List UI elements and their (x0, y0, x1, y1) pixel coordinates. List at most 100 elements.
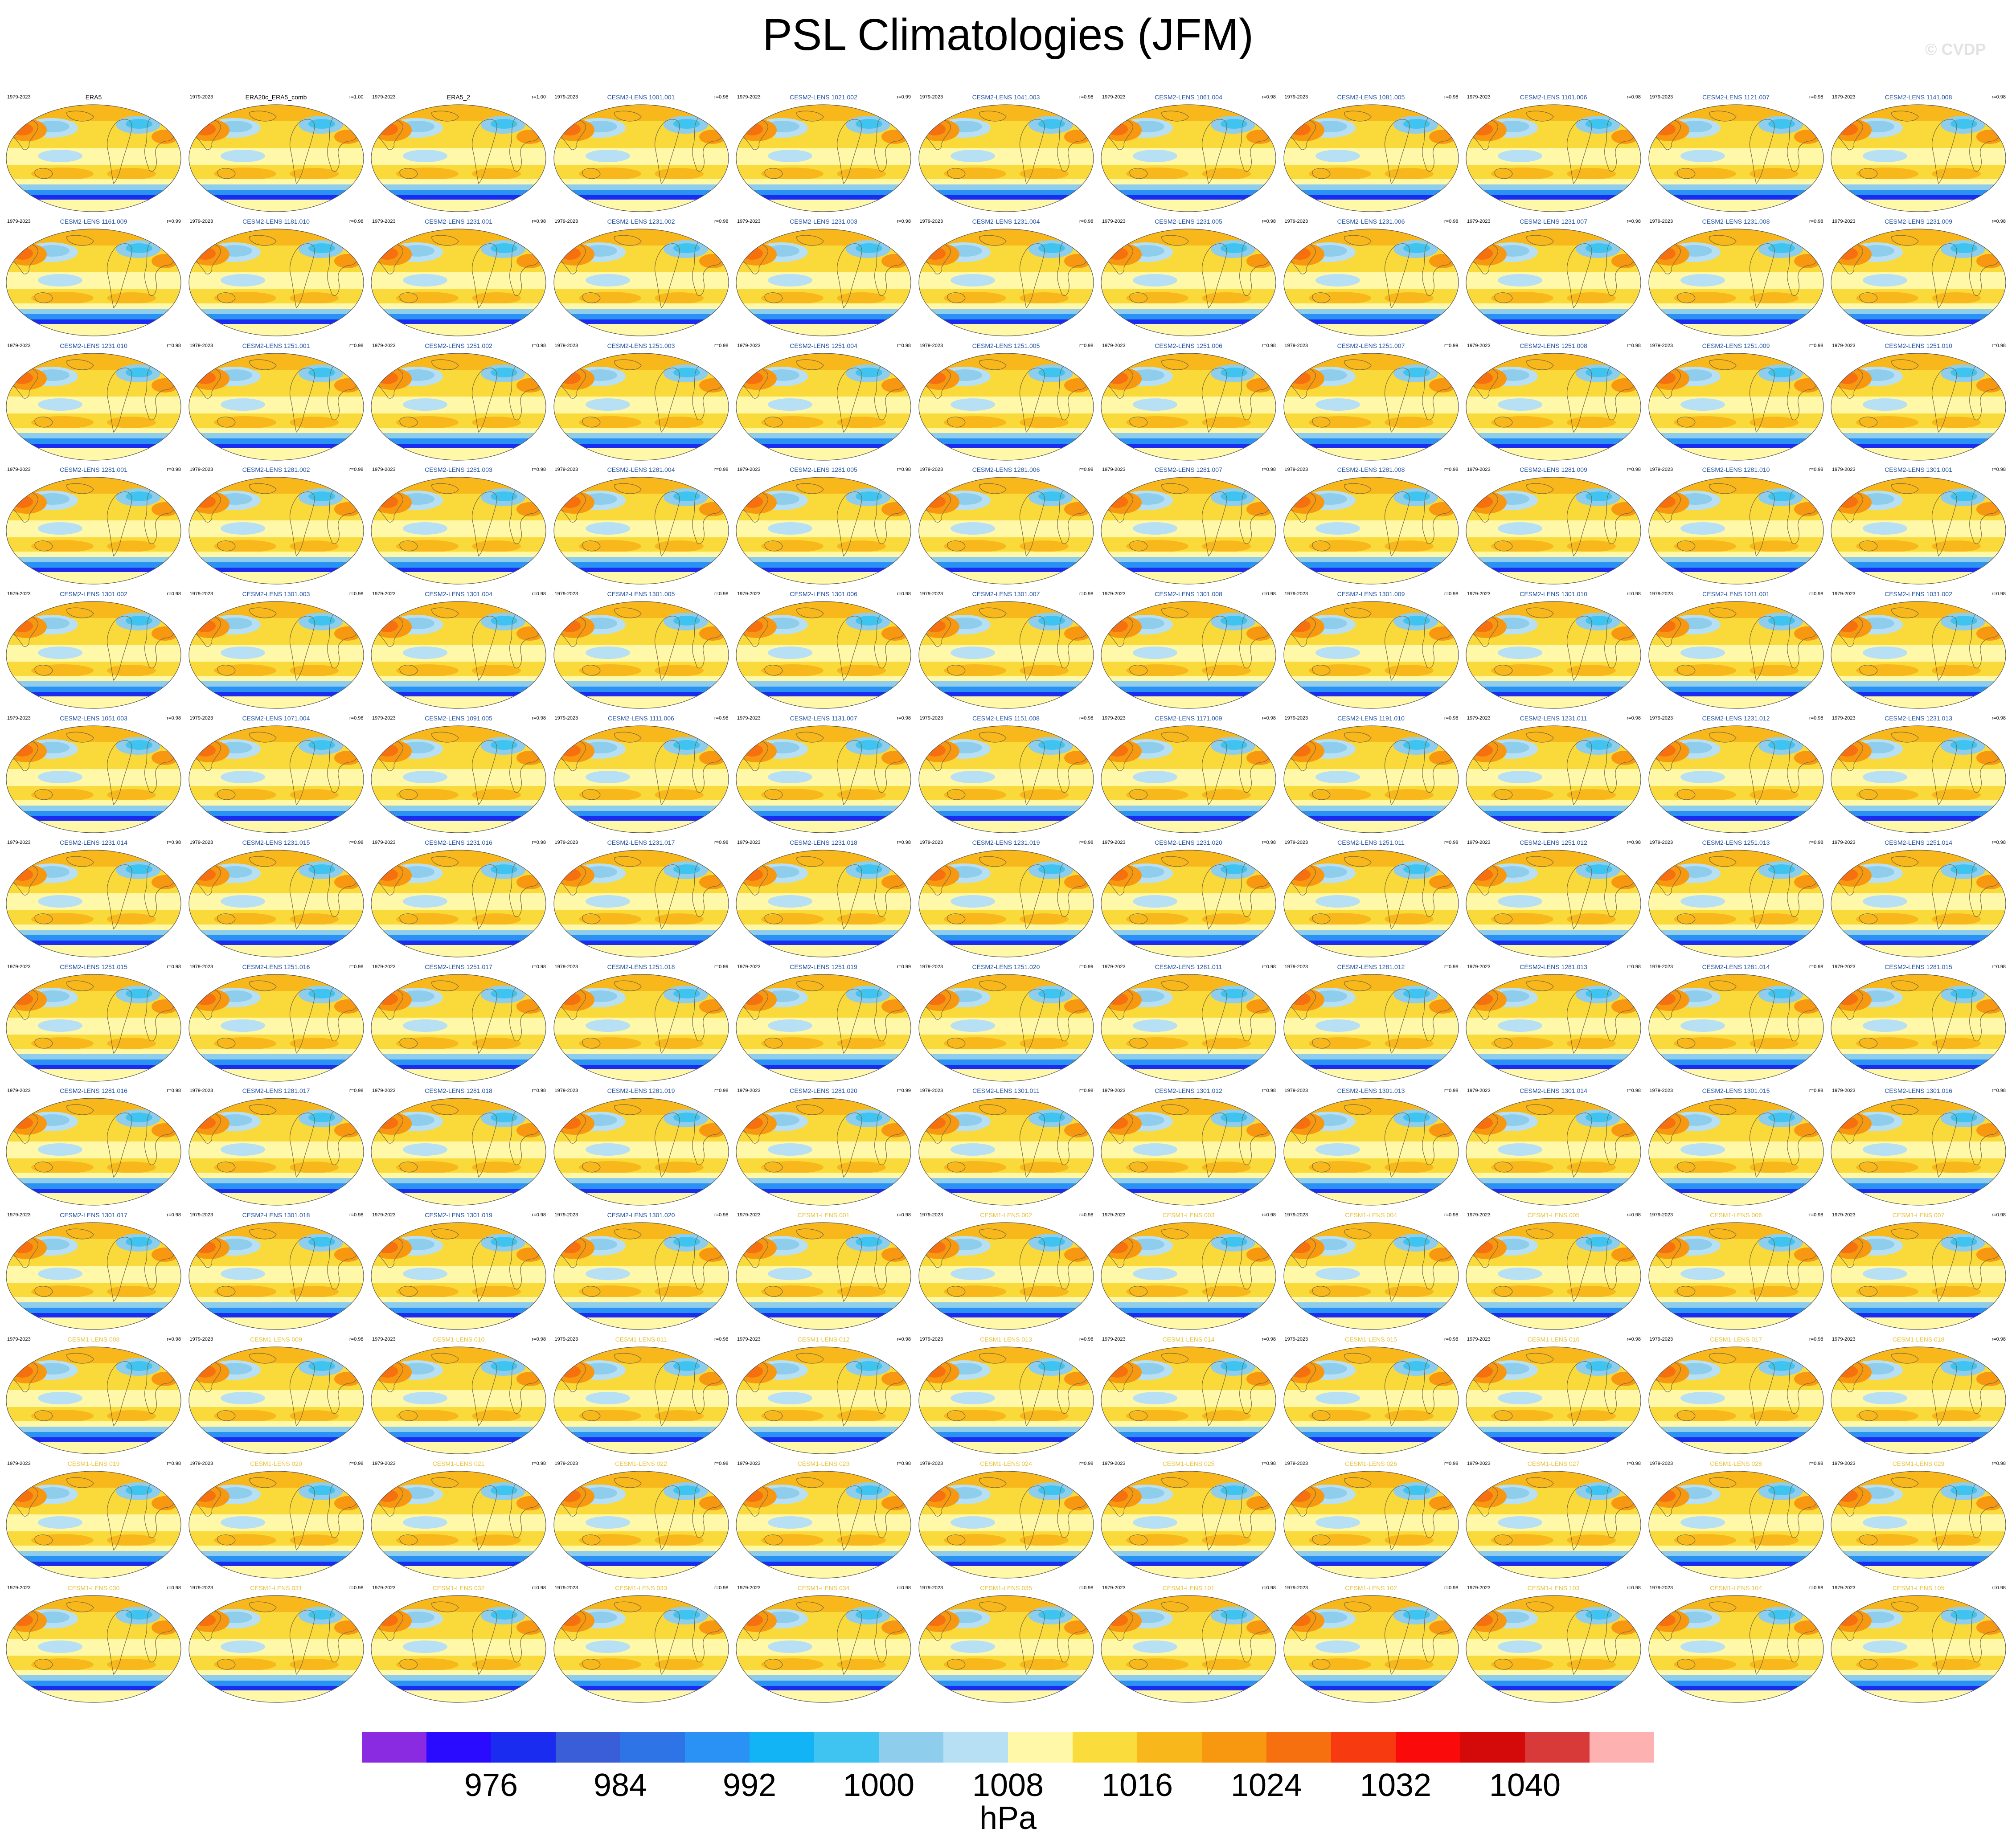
icelandic-low-core (1038, 1485, 1065, 1495)
map-frame (1283, 229, 1459, 336)
americas-outline (1384, 1361, 1410, 1427)
panel-period: 1979-2023 (1467, 1337, 1491, 1342)
panel-title: CESM1-LENS 034 (797, 1584, 850, 1591)
map-panel-57: 1979-2023 CESM2-LENS 1091.005 r=0.98 (369, 714, 548, 834)
south-pacific-high (578, 1037, 641, 1050)
south-atlantic-high (1749, 168, 1799, 180)
maritime-low (585, 1640, 630, 1653)
southern-mid-band (371, 800, 546, 806)
panel-correlation: r=0.98 (532, 964, 546, 970)
map-frame (1466, 352, 1641, 461)
asian-high-east (1611, 1248, 1638, 1262)
south-pacific-high (761, 912, 824, 925)
map-panel-97: 1979-2023 CESM2-LENS 1301.015 r=0.98 (1647, 1086, 1825, 1207)
americas-outline (289, 740, 315, 806)
antarctic-band (1101, 572, 1276, 585)
antarctic-band (1283, 821, 1459, 833)
icelandic-low-core (1768, 367, 1795, 377)
panel-period: 1979-2023 (737, 591, 761, 597)
australia-outline (582, 789, 601, 800)
southern-trough-1 (1283, 1550, 1459, 1556)
icelandic-low-core (1586, 367, 1612, 377)
map-frame (1466, 601, 1641, 709)
southern-trough-2 (918, 1183, 1094, 1189)
panel-title: CESM2-LENS 1231.012 (1702, 715, 1770, 722)
map-frame (1101, 352, 1276, 461)
americas-outline (472, 1361, 497, 1427)
panel-correlation: r=0.98 (167, 1088, 181, 1094)
south-atlantic-high (1749, 416, 1799, 428)
americas-outline (1019, 988, 1045, 1054)
psl-map (1831, 725, 2006, 833)
map-frame (1831, 1471, 2006, 1579)
polar-band-north (371, 1098, 546, 1115)
southern-trough-1 (736, 433, 911, 438)
asian-high-east (1976, 378, 2003, 393)
psl-map (1466, 352, 1641, 461)
south-atlantic-high (289, 1658, 339, 1670)
southern-trough-2 (6, 1183, 181, 1189)
southern-trough-1 (188, 1675, 364, 1681)
panel-title: CESM1-LENS 028 (1710, 1460, 1762, 1467)
map-panel-137: 1979-2023 CESM1-LENS 035 r=0.98 (917, 1583, 1095, 1704)
map-frame (371, 850, 546, 957)
south-atlantic-high (1384, 1410, 1434, 1422)
south-pacific-high (1491, 416, 1553, 429)
southern-mid-band (553, 1048, 729, 1054)
panel-period: 1979-2023 (1102, 1337, 1126, 1342)
australia-outline (582, 1286, 601, 1297)
equatorial-band (6, 1514, 181, 1531)
map-panel-33: 1979-2023 CESM2-LENS 1281.001 r=0.98 (4, 465, 183, 585)
south-atlantic-high (289, 292, 339, 304)
southern-trough-1 (6, 1054, 181, 1060)
greenland-outline (249, 732, 277, 743)
greenland-outline (431, 235, 459, 246)
antarctic-band (6, 1566, 181, 1578)
southern-trough-3 (1466, 1561, 1641, 1566)
southern-trough-3 (1648, 1561, 1823, 1566)
americas-outline (1019, 1361, 1045, 1427)
south-atlantic-high (107, 665, 156, 677)
antarctic-band (1101, 1069, 1276, 1081)
south-atlantic-high (654, 1534, 704, 1546)
panel-title: CESM2-LENS 1231.017 (607, 839, 675, 846)
south-atlantic-high (1749, 1410, 1799, 1422)
polar-band-north (1283, 353, 1459, 370)
southern-trough-3 (6, 1064, 181, 1069)
panel-correlation: r=0.98 (1262, 591, 1276, 597)
panel-period: 1979-2023 (189, 1460, 213, 1466)
southern-mid-band (1283, 552, 1459, 557)
psl-map (553, 229, 729, 336)
map-frame (1831, 1595, 2006, 1703)
panel-title: CESM2-LENS 1061.004 (1155, 94, 1222, 101)
south-pacific-high (1308, 1285, 1371, 1298)
map-panel-17: 1979-2023 CESM2-LENS 1231.005 r=0.98 (1099, 217, 1278, 337)
map-panel-14: 1979-2023 CESM2-LENS 1231.002 r=0.98 (552, 217, 730, 337)
panel-title: CESM2-LENS 1281.014 (1702, 963, 1770, 970)
antarctic-band (1101, 1690, 1276, 1702)
south-atlantic-high (472, 416, 521, 428)
psl-map (736, 352, 911, 461)
southern-trough-3 (1466, 1189, 1641, 1194)
icelandic-low-core (308, 119, 335, 129)
map-frame (1283, 104, 1459, 212)
map-frame (6, 725, 181, 833)
maritime-low (1133, 895, 1177, 908)
southern-mid-band (6, 1173, 181, 1178)
panel-title: CESM2-LENS 1281.003 (425, 466, 492, 474)
asian-high-east (334, 1372, 361, 1386)
equatorial-band (1648, 893, 1823, 910)
southern-mid-band (736, 1297, 911, 1303)
south-atlantic-high (1202, 665, 1251, 677)
map-panel-102: 1979-2023 CESM2-LENS 1301.020 r=0.98 (552, 1211, 730, 1331)
greenland-outline (66, 235, 94, 246)
panel-title: CESM2-LENS 1301.019 (425, 1211, 492, 1219)
map-frame (918, 1346, 1094, 1454)
southern-trough-2 (1101, 1308, 1276, 1313)
southern-mid-band (918, 800, 1094, 806)
americas-outline (1384, 1485, 1410, 1550)
australia-outline (1676, 1162, 1696, 1173)
greenland-outline (796, 1601, 824, 1612)
south-atlantic-high (1932, 665, 1981, 677)
southern-trough-2 (1101, 687, 1276, 692)
